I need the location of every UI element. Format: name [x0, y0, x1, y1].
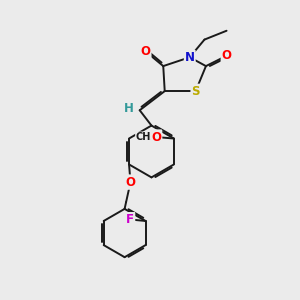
- Text: S: S: [191, 85, 200, 98]
- Text: O: O: [141, 45, 151, 58]
- Text: H: H: [124, 102, 134, 115]
- Text: N: N: [185, 51, 195, 64]
- Text: O: O: [151, 130, 161, 143]
- Text: F: F: [126, 213, 134, 226]
- Text: H: H: [124, 102, 134, 115]
- Text: O: O: [151, 130, 161, 143]
- Text: CH₃: CH₃: [136, 132, 155, 142]
- Text: O: O: [125, 176, 136, 189]
- Text: O: O: [125, 176, 136, 189]
- Text: F: F: [126, 213, 134, 226]
- Text: O: O: [222, 49, 232, 62]
